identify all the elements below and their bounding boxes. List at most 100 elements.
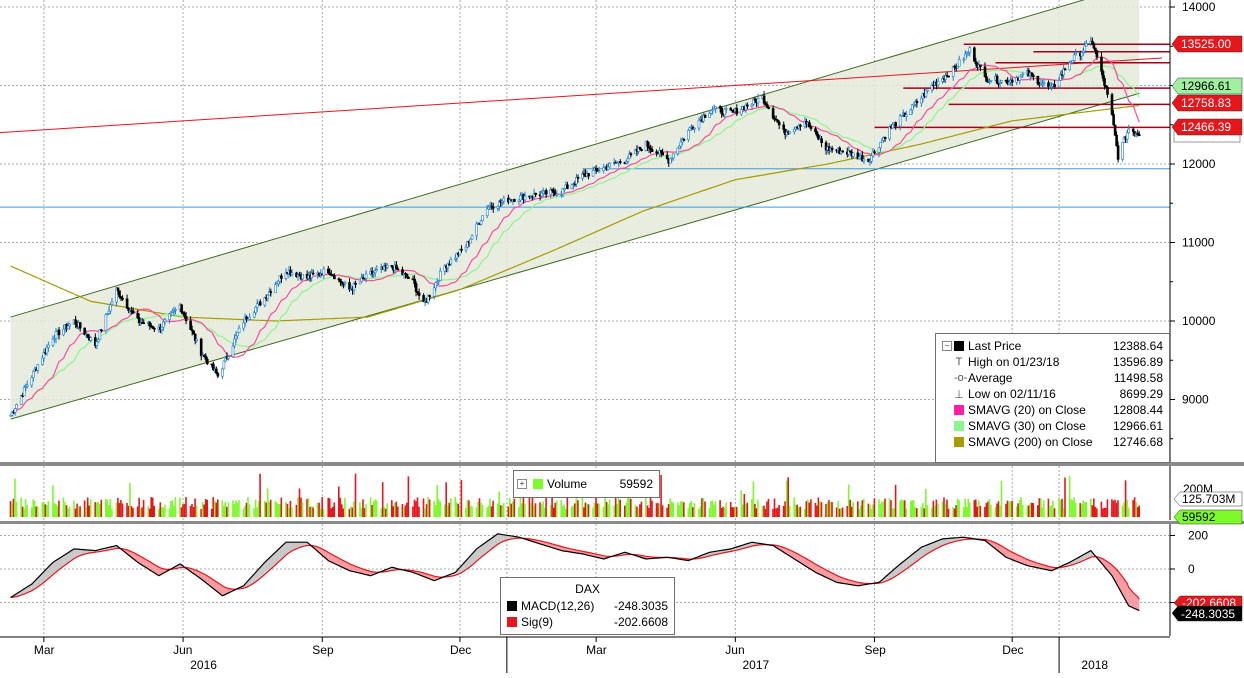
candle-body — [1001, 80, 1003, 82]
candle-body — [205, 356, 207, 359]
price-legend-value: 8699.29 — [1120, 387, 1169, 401]
volume-bar — [94, 502, 96, 517]
volume-bar — [482, 505, 484, 517]
volume-bar — [489, 499, 491, 517]
candle-body — [715, 107, 717, 109]
candle-body — [677, 148, 679, 154]
volume-bar — [232, 500, 234, 517]
macd-axis-label: 0 — [1188, 562, 1195, 576]
volume-bar — [509, 498, 511, 517]
candle-body — [480, 221, 482, 224]
candle-body — [46, 348, 48, 354]
candle-body — [1037, 76, 1039, 84]
candle-body — [55, 331, 57, 338]
candle-body — [996, 76, 998, 83]
candle-body — [783, 125, 785, 130]
candle-body — [291, 273, 293, 275]
candle-body — [910, 110, 912, 115]
volume-bar — [1069, 476, 1071, 517]
volume-bar — [931, 508, 933, 518]
legend-expand-icon[interactable]: + — [517, 479, 527, 489]
volume-bar — [577, 500, 579, 517]
volume-bar — [597, 503, 599, 517]
volume-bar — [742, 505, 744, 518]
volume-bar — [249, 505, 251, 518]
volume-bar — [1070, 499, 1072, 517]
volume-bar — [393, 506, 395, 517]
candle-body — [162, 322, 164, 327]
legend-collapse-icon[interactable]: − — [942, 341, 952, 351]
candle-body — [249, 317, 251, 319]
volume-bar — [668, 504, 670, 517]
volume-bar — [193, 507, 195, 517]
candle-body — [138, 318, 140, 323]
price-tag-label: 12966.61 — [1181, 79, 1231, 93]
candle-body — [986, 77, 988, 82]
candle-body — [223, 361, 225, 369]
volume-bar — [1026, 506, 1028, 517]
volume-bar — [1005, 504, 1007, 517]
volume-bar — [793, 497, 795, 517]
volume-bar — [899, 501, 901, 518]
candle-body — [423, 295, 425, 301]
volume-bar — [270, 500, 272, 517]
candle-body — [1114, 125, 1116, 135]
candle-body — [418, 293, 420, 296]
candle-body — [698, 120, 700, 128]
volume-bar — [13, 499, 15, 517]
candle-body — [937, 81, 939, 85]
volume-bar — [744, 494, 746, 517]
candle-body — [736, 109, 738, 115]
volume-bar — [604, 498, 606, 517]
candle-body — [1075, 53, 1077, 55]
volume-bar — [800, 507, 802, 517]
volume-bar — [860, 506, 862, 517]
volume-bar — [666, 508, 668, 517]
volume-bar — [211, 509, 213, 517]
candle-body — [1084, 46, 1086, 51]
volume-bar — [418, 507, 420, 518]
x-axis-year-label: 2017 — [742, 658, 769, 672]
volume-bar — [966, 507, 968, 517]
candle-body — [341, 282, 343, 284]
volume-bar — [810, 499, 812, 517]
volume-bar — [67, 508, 69, 517]
volume-bar — [99, 504, 101, 517]
volume-bar — [435, 505, 437, 517]
volume-bar — [383, 507, 385, 517]
volume-bar — [1061, 499, 1063, 517]
legend-symbol-icon: ⊥ — [954, 388, 964, 401]
candle-body — [184, 313, 186, 316]
candle-body — [821, 139, 823, 143]
legend-swatch — [954, 437, 964, 447]
volume-bar — [638, 509, 640, 517]
volume-bar — [320, 509, 322, 518]
candle-body — [808, 123, 810, 128]
volume-bar — [883, 502, 885, 517]
candle-body — [323, 269, 325, 275]
legend-swatch — [954, 405, 964, 415]
candle-body — [513, 199, 515, 201]
volume-bar — [85, 508, 87, 517]
volume-bar — [560, 500, 562, 517]
candle-body — [408, 277, 410, 279]
candle-body — [757, 98, 759, 103]
volume-bar — [54, 503, 56, 517]
volume-bar — [710, 501, 712, 517]
volume-bar — [32, 499, 34, 517]
candle-body — [395, 265, 397, 269]
volume-bar — [391, 500, 393, 517]
candle-body — [889, 127, 891, 139]
macd-legend-value: -248.3035 — [614, 599, 674, 613]
volume-bar — [247, 497, 249, 517]
volume-bar — [721, 508, 723, 517]
volume-bar — [753, 482, 755, 517]
volume-bar — [724, 508, 726, 517]
volume-bar — [765, 509, 767, 517]
candle-body — [772, 109, 774, 119]
price-axis-label: 9000 — [1182, 393, 1209, 407]
candle-body — [461, 249, 463, 250]
volume-bar — [288, 508, 290, 517]
volume-bar — [958, 500, 960, 517]
candle-body — [87, 334, 89, 337]
